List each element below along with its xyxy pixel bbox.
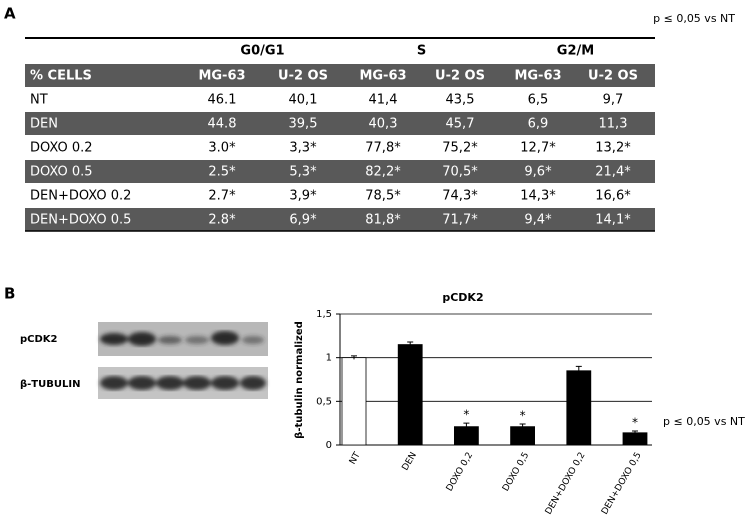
cell: DEN+DOXO 0.2: [30, 189, 131, 204]
chart-note: p ≤ 0,05 vs NT: [663, 415, 745, 428]
x-tick-label: DOXO 0,2: [445, 451, 475, 493]
significance: *: [463, 408, 469, 422]
cell: DEN+DOXO 0.5: [30, 213, 131, 228]
error-bar: [351, 355, 357, 360]
cell: DEN: [30, 117, 58, 132]
cell: DOXO 0.2: [30, 141, 93, 156]
row-band: [25, 112, 655, 135]
cell: 43,5: [446, 93, 475, 108]
cell: 40,1: [289, 93, 318, 108]
y-tick-label: 0: [326, 440, 332, 451]
significance: *: [632, 416, 638, 430]
row-band: [25, 64, 655, 87]
x-tick-label: DEN+DOXO 0,2: [544, 451, 588, 517]
cell: 21,4*: [595, 165, 631, 180]
column-header: MG-63: [198, 69, 245, 84]
group-header: S: [417, 44, 426, 59]
cell: 14,3*: [520, 189, 556, 204]
cell: 16,6*: [595, 189, 631, 204]
cell: 2.7*: [208, 189, 236, 204]
cell: 45,7: [446, 117, 475, 132]
cell: 6,5: [528, 93, 549, 108]
group-header: G0/G1: [240, 44, 284, 59]
row-band: [25, 160, 655, 183]
cell: 70,5*: [442, 165, 478, 180]
column-header: % CELLS: [30, 69, 92, 84]
column-header: U-2 OS: [435, 69, 485, 84]
cell: 12,7*: [520, 141, 556, 156]
significance: *: [520, 409, 526, 423]
x-tick-label: DEN: [401, 451, 419, 473]
cell: 75,2*: [442, 141, 478, 156]
cell: 41,4: [369, 93, 398, 108]
column-header: MG-63: [359, 69, 406, 84]
cell: 46.1: [208, 93, 237, 108]
error-bar: [519, 423, 526, 430]
cell: 71,7*: [442, 213, 478, 228]
bar: [510, 426, 536, 446]
bar: [341, 357, 367, 446]
cell: NT: [30, 93, 48, 108]
y-tick-label: 1,5: [316, 309, 332, 320]
cell: 3,3*: [289, 141, 317, 156]
x-tick-label: DEN+DOXO 0,5: [600, 451, 644, 517]
note: p ≤ 0,05 vs NT: [653, 12, 735, 25]
cell: 9,6*: [524, 165, 552, 180]
panel-label: A: [4, 5, 16, 23]
cell: 44.8: [208, 117, 237, 132]
cell: 40,3: [369, 117, 398, 132]
cell: 9,7: [603, 93, 624, 108]
column-header: MG-63: [514, 69, 561, 84]
cell: 3,9*: [289, 189, 317, 204]
column-header: U-2 OS: [278, 69, 328, 84]
cell: 82,2*: [365, 165, 401, 180]
cell: DOXO 0.5: [30, 165, 93, 180]
y-axis-label: β-tubulin normalized: [294, 321, 305, 439]
cell: 11,3: [599, 117, 628, 132]
cell: 13,2*: [595, 141, 631, 156]
cell: 77,8*: [365, 141, 401, 156]
cell: 6,9*: [289, 213, 317, 228]
cell: 2.5*: [208, 165, 236, 180]
cell: 3.0*: [208, 141, 236, 156]
x-tick-label: NT: [348, 450, 363, 466]
cell: 6,9: [528, 117, 549, 132]
panel-label: B: [4, 285, 15, 303]
error-bar: [632, 430, 638, 435]
bar: [566, 370, 592, 446]
x-tick-label: DOXO 0,5: [501, 451, 531, 493]
chart-title: pCDK2: [442, 291, 483, 304]
cell: 14,1*: [595, 213, 631, 228]
cell: 2.8*: [208, 213, 236, 228]
bar: [397, 344, 423, 446]
blot: [98, 322, 268, 399]
error-bar: [463, 422, 470, 431]
error-bar: [575, 365, 582, 376]
blot-label: β-TUBULIN: [20, 379, 80, 390]
y-tick-label: 1: [326, 353, 332, 364]
blot-label: pCDK2: [20, 334, 58, 345]
cell: 81,8*: [365, 213, 401, 228]
cell: 74,3*: [442, 189, 478, 204]
bar: [622, 432, 648, 446]
row-band: [25, 208, 655, 231]
cell: 9,4*: [524, 213, 552, 228]
cell: 78,5*: [365, 189, 401, 204]
cell: 5,3*: [289, 165, 317, 180]
group-header: G2/M: [557, 44, 594, 59]
column-header: U-2 OS: [588, 69, 638, 84]
cell: 39,5: [289, 117, 318, 132]
error-bar: [407, 341, 414, 348]
y-tick-label: 0,5: [316, 396, 332, 407]
